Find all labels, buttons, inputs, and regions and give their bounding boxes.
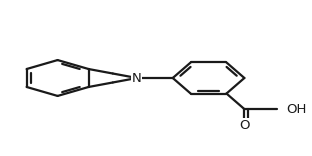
Text: OH: OH xyxy=(286,103,306,116)
Text: N: N xyxy=(132,71,142,85)
Text: O: O xyxy=(239,119,250,132)
